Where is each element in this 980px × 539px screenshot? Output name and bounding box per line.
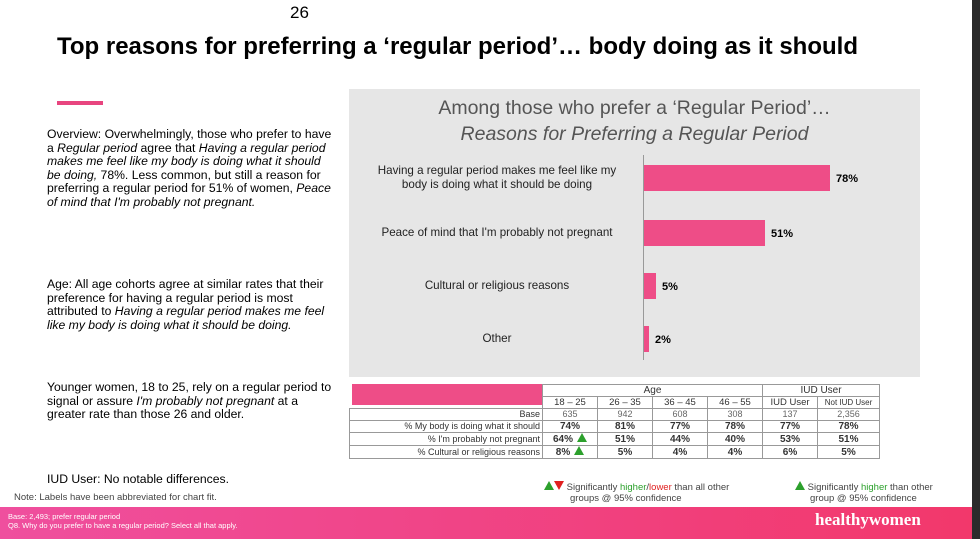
category-label: Cultural or religious reasons [424, 279, 570, 292]
base-cell: 137 [762, 408, 818, 421]
legend-right-higher: higher [860, 482, 888, 493]
table-cell: 77% [652, 420, 708, 433]
category-label: Having a regular period makes me feel li… [377, 164, 617, 191]
younger-italic: I'm probably not pregnant [136, 393, 275, 408]
base-cell: 942 [597, 408, 653, 421]
chart-bar [644, 273, 656, 299]
table-cell: 74% [542, 420, 598, 433]
table-cell: 81% [597, 420, 653, 433]
iud-paragraph: IUD User: No notable differences. [47, 472, 229, 486]
footer-bar [0, 507, 972, 539]
legend-right-line2: group @ 95% confidence [810, 493, 917, 504]
table-corner [350, 385, 543, 397]
legend-right-post: than other [887, 482, 933, 493]
age-italic: Having a regular period makes me feel li… [47, 304, 325, 332]
chart-subtitle: Reasons for Preferring a Regular Period [460, 123, 809, 145]
table-cell: 6% [762, 445, 818, 459]
category-label: Other [482, 332, 512, 345]
bar-value-label: 5% [662, 281, 678, 293]
base-cell: 308 [707, 408, 763, 421]
table-cell: 51% [817, 432, 880, 446]
table-cell: 4% [652, 445, 708, 459]
table-cell: 44% [652, 432, 708, 446]
column-header: 46 – 55 [707, 396, 763, 409]
slide-number: 26 [290, 3, 309, 22]
overview-text-3: 78%. Less common, but still a reason for… [47, 167, 321, 196]
data-table: Age IUD User 18 – 25 26 – 35 36 – 45 46 – 5… [349, 384, 880, 459]
chart-bar [644, 220, 765, 246]
overview-paragraph: Overview: Overwhelmingly, those who pref… [47, 127, 337, 210]
group-iud-header: IUD User [762, 384, 880, 397]
overview-text: Overview: Overwhelmingly, those who pref… [47, 127, 332, 155]
table-cell: 53% [762, 432, 818, 446]
legend-left-line2: groups @ 95% confidence [570, 493, 682, 504]
age-text: Age: All age cohorts agree at similar ra… [47, 277, 324, 319]
base-label: Base [349, 408, 543, 421]
table-cell: 4% [707, 445, 763, 459]
table-cell: 5% [597, 445, 653, 459]
chart-note: Note: Labels have been abbreviated for c… [14, 492, 217, 503]
table-cell: 64% [542, 432, 598, 446]
legend-left-lower: lower [649, 482, 672, 493]
chart-bar [644, 165, 830, 191]
brand-logo: healthywomen [815, 510, 921, 529]
younger-text: Younger women, 18 to 25, rely on a regul… [47, 380, 332, 408]
legend-left-higher: higher [619, 482, 647, 493]
sig-higher-icon [574, 446, 585, 455]
column-header: IUD User [762, 396, 818, 409]
chart-bar [644, 326, 649, 352]
bar-value-label: 78% [836, 173, 859, 185]
sig-higher-icon [577, 433, 587, 442]
category-label: Peace of mind that I'm probably not preg… [381, 226, 613, 239]
table-cell: 8% [542, 445, 598, 459]
legend-left-post: than all other [671, 482, 730, 493]
younger-text-tail: at a greater rate than those 26 and olde… [47, 393, 298, 422]
row-label: % Cultural or religious reasons [349, 445, 543, 459]
slide-title: Top reasons for preferring a ‘regular pe… [57, 33, 858, 60]
table-corner-2 [350, 397, 543, 409]
legend-significance-other: Significantly higher than other group @ … [795, 481, 933, 504]
base-cell: 608 [652, 408, 708, 421]
sig-higher-icon [544, 481, 554, 490]
overview-text-2: agree that [137, 140, 199, 155]
legend-left-slash: / [646, 482, 650, 493]
column-header: 18 – 25 [542, 396, 598, 409]
column-header: 36 – 45 [652, 396, 708, 409]
sig-lower-icon [554, 481, 564, 490]
legend-significance-all: Significantly higher/lower than all othe… [544, 481, 729, 504]
legend-right-pre: Significantly [807, 482, 861, 493]
chart-axis [643, 155, 644, 360]
table-cell: 78% [817, 420, 880, 433]
base-cell: 635 [542, 408, 598, 421]
footer-base-note: Base: 2,493; prefer regular period Q8. W… [8, 512, 238, 530]
base-cell: 2,356 [817, 408, 880, 421]
bar-value-label: 51% [771, 228, 794, 240]
table-cell: 40% [707, 432, 763, 446]
window-edge [972, 0, 980, 539]
chart-title: Among those who prefer a ‘Regular Period… [438, 97, 831, 119]
table-header-accent [352, 384, 542, 405]
column-header: 26 – 35 [597, 396, 653, 409]
sig-higher-other-icon [795, 481, 805, 490]
row-label: % I'm probably not pregnant [349, 432, 543, 446]
column-header: Not IUD User [817, 396, 880, 409]
table-cell: 51% [597, 432, 653, 446]
footer-question: Q8. Why do you prefer to have a regular … [8, 521, 238, 530]
table-cell: 78% [707, 420, 763, 433]
age-paragraph: Age: All age cohorts agree at similar ra… [47, 277, 337, 332]
overview-italic-2: Having a regular period makes me feel li… [47, 140, 326, 182]
title-accent-bar [57, 101, 103, 105]
row-label: % My body is doing what it should [349, 420, 543, 433]
chart-panel: Among those who prefer a ‘Regular Period… [349, 89, 920, 377]
younger-paragraph: Younger women, 18 to 25, rely on a regul… [47, 380, 337, 422]
bar-value-label: 2% [655, 334, 671, 346]
table-cell: 77% [762, 420, 818, 433]
overview-italic-1: Regular period [57, 140, 138, 155]
footer-base: Base: 2,493; prefer regular period [8, 512, 121, 521]
group-age-header: Age [542, 384, 763, 397]
overview-italic-3: Peace of mind that I'm probably not preg… [47, 181, 331, 209]
legend-left-pre: Significantly [566, 482, 620, 493]
table-cell: 5% [817, 445, 880, 459]
